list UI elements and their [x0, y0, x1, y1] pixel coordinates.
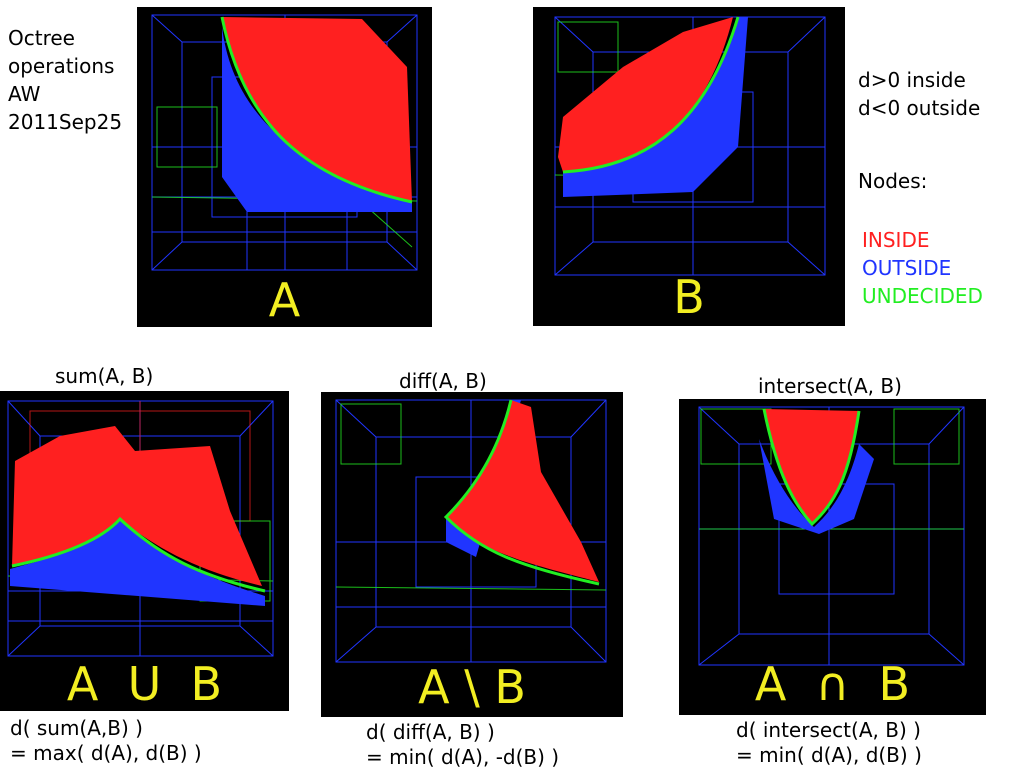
octree-render-sum	[7, 400, 274, 657]
octree-render-diff	[335, 399, 607, 663]
outside-region-intersect	[759, 439, 874, 534]
inside-region-sum	[12, 426, 262, 586]
octree-render-b	[554, 16, 826, 276]
inside-region-a	[222, 17, 412, 202]
panel-label-b: B	[673, 270, 705, 324]
outside-region-sum	[10, 519, 265, 606]
boundary-diff	[443, 399, 600, 586]
formula-sum-line2: = max( d(A), d(B) )	[10, 741, 202, 765]
outside-region-b	[563, 17, 748, 197]
panel-diff: A \ B	[321, 392, 623, 717]
sign-line-outside: d<0 outside	[858, 96, 981, 120]
legend-undecided: UNDECIDED	[862, 284, 983, 308]
boundary-b	[562, 16, 740, 174]
formula-diff-line1: d( diff(A, B) )	[366, 720, 495, 744]
outside-region-a	[222, 27, 412, 212]
formula-sum-line1: d( sum(A,B) )	[10, 716, 143, 740]
formula-diff-line2: = min( d(A), -d(B) )	[366, 745, 560, 769]
inside-region-b	[558, 17, 733, 172]
sign-line-inside: d>0 inside	[858, 68, 966, 92]
title-line: 2011Sep25	[8, 110, 123, 134]
caption-intersect: intersect(A, B)	[758, 374, 902, 398]
boundary-intersect	[762, 408, 861, 527]
panel-label-intersect: A ∩ B	[754, 657, 911, 711]
octree-render-a	[151, 14, 418, 271]
panel-a: A	[137, 7, 432, 327]
formula-intersect-line2: = min( d(A), d(B) )	[736, 743, 922, 767]
legend-inside: INSIDE	[862, 228, 930, 252]
sign-convention: d>0 inside d<0 outside	[858, 66, 980, 122]
panel-label-sum: A U B	[66, 657, 223, 711]
boundary-a	[220, 16, 413, 204]
panel-label-diff: A \ B	[418, 660, 526, 714]
nodes-label: Nodes:	[858, 169, 928, 193]
boundary-sum	[11, 516, 266, 593]
title-line: AW	[8, 82, 41, 106]
inside-region-diff	[446, 400, 599, 582]
octree-render-intersect	[698, 406, 965, 666]
title: Octree operations AW 2011Sep25	[8, 24, 122, 136]
panel-label-a: A	[268, 273, 301, 327]
panel-intersect: A ∩ B	[679, 399, 986, 715]
title-line: Octree	[8, 26, 75, 50]
caption-sum: sum(A, B)	[55, 364, 154, 388]
panel-sum: A U B	[0, 391, 289, 711]
panel-b: B	[533, 7, 845, 326]
legend-outside: OUTSIDE	[862, 256, 952, 280]
title-line: operations	[8, 54, 115, 78]
formula-intersect-line1: d( intersect(A, B) )	[736, 718, 921, 742]
caption-diff: diff(A, B)	[399, 369, 487, 393]
